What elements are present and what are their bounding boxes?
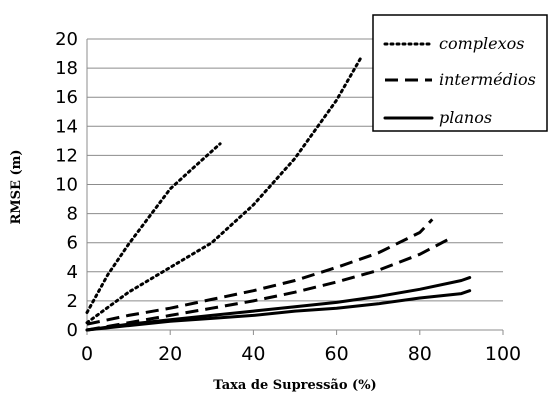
- tick-labels: 0 2 4 6 8 10 12 14 16 18 20 0 20 40 60 80 100: [55, 29, 521, 365]
- x-axis-title: Taxa de Supressão (%): [213, 378, 376, 393]
- legend-box: [372, 14, 548, 132]
- y-tick-label: 16: [55, 87, 78, 108]
- x-tick-label: 60: [325, 343, 349, 365]
- series-line-intermedios: [86, 235, 454, 332]
- x-tick-label: 80: [408, 343, 432, 365]
- series-line-planos: [85, 289, 472, 332]
- x-tick-label: 20: [158, 343, 182, 365]
- y-tick-label: 0: [67, 320, 78, 341]
- y-tick-label: 2: [67, 291, 78, 312]
- x-tick-label: 0: [81, 343, 93, 365]
- legend: complexos intermédios planos: [372, 14, 548, 132]
- series-line-complexos: [85, 142, 222, 314]
- y-tick-label: 10: [55, 175, 78, 196]
- legend-label-complexos: complexos: [439, 34, 524, 53]
- y-tick-label: 12: [55, 145, 78, 166]
- y-tick-label: 8: [67, 204, 78, 225]
- legend-label-planos: planos: [439, 108, 492, 127]
- x-tick-label: 100: [485, 343, 521, 365]
- series-line-intermedios: [86, 218, 434, 326]
- y-tick-label: 14: [55, 116, 78, 137]
- y-axis-title: RMSE (m): [9, 149, 24, 224]
- y-tick-label: 6: [67, 233, 78, 254]
- y-tick-label: 4: [67, 262, 78, 283]
- axes: [86, 39, 504, 335]
- y-tick-label: 20: [55, 29, 78, 50]
- y-tick-label: 18: [55, 58, 78, 79]
- series-line-complexos: [85, 55, 364, 325]
- legend-label-intermedios: intermédios: [439, 70, 536, 89]
- x-tick-label: 40: [241, 343, 265, 365]
- series-line-planos: [85, 276, 472, 332]
- series-lines: [85, 55, 472, 332]
